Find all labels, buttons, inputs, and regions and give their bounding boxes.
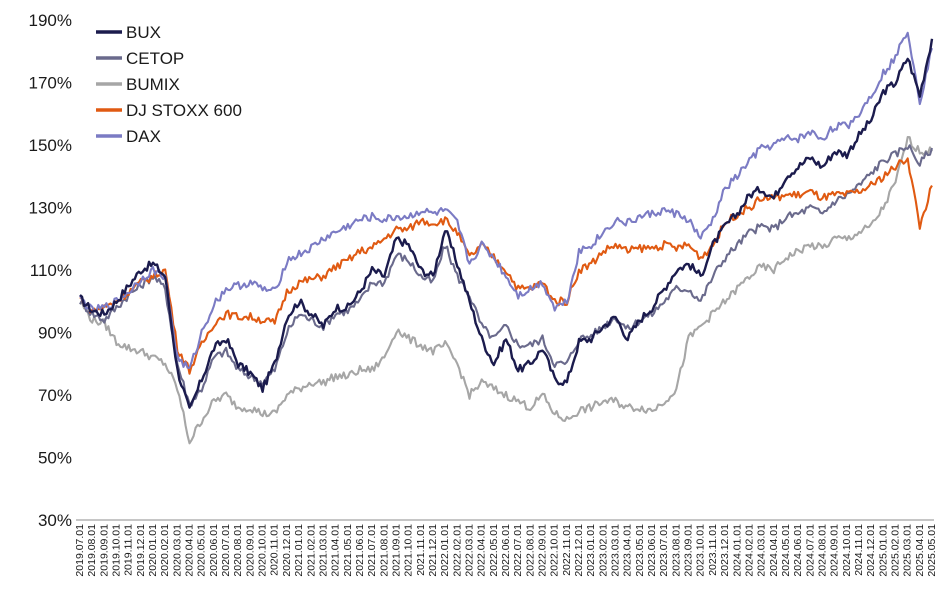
x-tick-label: 2020.09.01 [244, 524, 256, 577]
x-tick-label: 2021.01.01 [293, 524, 305, 577]
plot-area [79, 31, 934, 445]
x-tick-label: 2019.09.01 [98, 524, 110, 577]
x-tick-label: 2023.03.01 [610, 524, 622, 577]
y-tick-label: 30% [38, 511, 72, 530]
x-tick-label: 2020.01.01 [147, 524, 159, 577]
x-tick-label: 2022.06.01 [500, 524, 512, 577]
legend-label: DJ STOXX 600 [126, 101, 242, 120]
x-tick-label: 2025.01.01 [877, 524, 889, 577]
x-tick-label: 2019.08.01 [86, 524, 98, 577]
legend-label: DAX [126, 127, 161, 146]
x-tick-label: 2022.02.01 [451, 524, 463, 577]
x-tick-label: 2020.05.01 [196, 524, 208, 577]
x-tick-label: 2024.06.01 [792, 524, 804, 577]
x-tick-label: 2021.04.01 [330, 524, 342, 577]
x-tick-label: 2021.10.01 [403, 524, 415, 577]
y-tick-label: 110% [30, 261, 72, 280]
x-tick-label: 2021.03.01 [317, 524, 329, 577]
series-line-dax [79, 31, 933, 369]
series-line-cetop [79, 144, 934, 407]
x-tick-label: 2022.08.01 [524, 524, 536, 577]
y-tick-label: 150% [29, 136, 72, 155]
x-tick-label: 2023.08.01 [670, 524, 682, 577]
x-tick-label: 2023.02.01 [597, 524, 609, 577]
x-tick-label: 2023.12.01 [719, 524, 731, 577]
x-tick-label: 2023.05.01 [634, 524, 646, 577]
x-tick-label: 2023.04.01 [622, 524, 634, 577]
x-tick-label: 2023.06.01 [646, 524, 658, 577]
x-tick-label: 2024.04.01 [768, 524, 780, 577]
x-tick-label: 2020.10.01 [257, 524, 269, 577]
x-tick-label: 2020.06.01 [208, 524, 220, 577]
x-tick-label: 2022.11.01 [561, 524, 573, 576]
x-tick-label: 2025.04.01 [914, 524, 926, 577]
x-axis-ticks: 2019.07.01 2019.08.01 2019.09.01 2019.10.01… [74, 524, 938, 577]
x-tick-label: 2019.10.01 [111, 524, 123, 577]
x-tick-label: 2022.03.01 [463, 524, 475, 577]
y-tick-label: 50% [38, 449, 72, 468]
x-tick-label: 2024.05.01 [780, 524, 792, 577]
x-tick-label: 2019.07.01 [74, 524, 86, 577]
x-tick-label: 2021.12.01 [427, 524, 439, 577]
x-tick-label: 2020.11.01 [269, 524, 281, 576]
x-tick-label: 2024.10.01 [841, 524, 853, 577]
legend-label: BUMIX [126, 75, 180, 94]
x-tick-label: 2024.03.01 [756, 524, 768, 577]
x-tick-label: 2020.02.01 [159, 524, 171, 577]
x-tick-label: 2024.07.01 [804, 524, 816, 577]
x-tick-label: 2024.11.01 [853, 524, 865, 576]
x-tick-label: 2025.02.01 [889, 524, 901, 577]
x-tick-label: 2021.02.01 [305, 524, 317, 577]
x-tick-label: 2019.11.01 [123, 524, 135, 576]
x-tick-label: 2023.10.01 [695, 524, 707, 577]
x-tick-label: 2022.05.01 [488, 524, 500, 577]
x-tick-label: 2020.08.01 [232, 524, 244, 577]
y-tick-label: 170% [29, 74, 72, 93]
x-tick-label: 2023.09.01 [683, 524, 695, 577]
legend: BUX CETOP BUMIX DJ STOXX 600 DAX [96, 23, 242, 146]
y-axis-ticks: 30% 50% 70% 90% 110% 130% 150% 170% 190% [29, 11, 72, 530]
x-tick-label: 2025.05.01 [926, 524, 938, 577]
y-tick-label: 190% [29, 11, 72, 30]
x-tick-label: 2021.05.01 [342, 524, 354, 577]
series-line-dj-stoxx-600 [79, 157, 933, 375]
x-tick-label: 2025.03.01 [902, 524, 914, 577]
x-tick-label: 2021.11.01 [415, 524, 427, 576]
x-tick-label: 2023.07.01 [658, 524, 670, 577]
x-tick-label: 2022.09.01 [537, 524, 549, 577]
legend-label: CETOP [126, 49, 184, 68]
x-tick-label: 2021.09.01 [390, 524, 402, 577]
y-tick-label: 70% [38, 386, 72, 405]
x-tick-label: 2019.12.01 [135, 524, 147, 577]
x-tick-label: 2023.11.01 [707, 524, 719, 576]
x-tick-label: 2020.07.01 [220, 524, 232, 577]
y-tick-label: 90% [38, 324, 72, 343]
x-tick-label: 2024.12.01 [865, 524, 877, 577]
series-line-bux [79, 38, 934, 409]
x-tick-label: 2024.02.01 [743, 524, 755, 577]
x-tick-label: 2023.01.01 [585, 524, 597, 577]
x-tick-label: 2021.08.01 [378, 524, 390, 577]
x-tick-label: 2020.12.01 [281, 524, 293, 577]
x-tick-label: 2024.08.01 [816, 524, 828, 577]
x-tick-label: 2024.09.01 [829, 524, 841, 577]
x-tick-label: 2024.01.01 [731, 524, 743, 577]
x-tick-label: 2021.07.01 [366, 524, 378, 577]
x-tick-label: 2022.10.01 [549, 524, 561, 577]
x-tick-label: 2022.07.01 [512, 524, 524, 577]
x-tick-label: 2022.12.01 [573, 524, 585, 577]
x-tick-label: 2020.04.01 [184, 524, 196, 577]
x-tick-label: 2022.04.01 [476, 524, 488, 577]
series-line-bumix [80, 136, 933, 445]
y-tick-label: 130% [29, 199, 72, 218]
x-tick-label: 2020.03.01 [171, 524, 183, 577]
x-tick-label: 2022.01.01 [439, 524, 451, 577]
legend-label: BUX [126, 23, 161, 42]
x-tick-label: 2021.06.01 [354, 524, 366, 577]
